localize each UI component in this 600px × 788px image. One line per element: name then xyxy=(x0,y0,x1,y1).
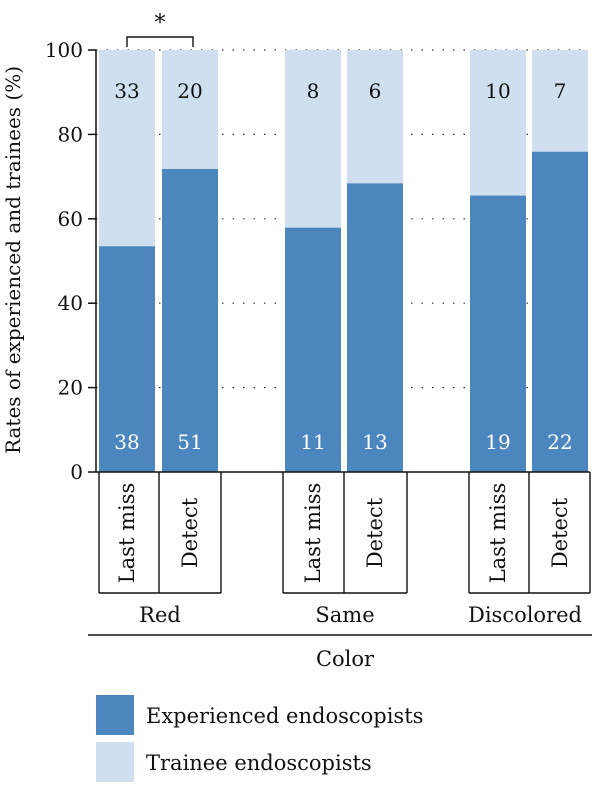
trainee-bar-segment xyxy=(285,50,341,228)
legend-label: Experienced endoscopists xyxy=(146,704,423,728)
legend-swatch xyxy=(96,742,134,782)
y-tick-label: 100 xyxy=(45,38,83,62)
bar-category-label: Last miss xyxy=(301,483,325,584)
experienced-count-label: 22 xyxy=(547,430,572,454)
experienced-count-label: 38 xyxy=(114,430,139,454)
significance-bracket xyxy=(126,36,194,47)
y-tick-label: 60 xyxy=(58,207,83,231)
experienced-bar-segment xyxy=(285,227,341,472)
experienced-bar-segment xyxy=(470,195,526,472)
trainee-bar-segment xyxy=(532,50,588,152)
trainee-count-label: 7 xyxy=(554,79,567,103)
experienced-count-label: 19 xyxy=(485,430,510,454)
x-axis-title: Color xyxy=(316,647,375,671)
y-tick-label: 0 xyxy=(70,460,83,484)
bars-layer xyxy=(99,50,588,473)
experienced-count-label: 11 xyxy=(300,430,325,454)
trainee-bar-segment xyxy=(99,50,155,247)
experienced-count-label: 51 xyxy=(177,430,202,454)
y-tick-label: 20 xyxy=(58,376,83,400)
experienced-bar-segment xyxy=(99,246,155,472)
legend: Experienced endoscopists Trainee endoscop… xyxy=(96,695,423,782)
experienced-count-label: 13 xyxy=(362,430,387,454)
group-label: Discolored xyxy=(468,603,582,627)
legend-swatch xyxy=(96,695,134,735)
trainee-bar-segment xyxy=(470,50,526,196)
y-tick-label: 80 xyxy=(58,122,83,146)
trainee-count-label: 6 xyxy=(369,79,382,103)
bar-category-label: Detect xyxy=(178,497,202,568)
experienced-bar-segment xyxy=(162,169,218,472)
trainee-bar-segment xyxy=(347,50,403,184)
labels-layer: 33 38 Last miss 20 51 Detect 8 11 Last miss 6 13 De… xyxy=(114,79,582,627)
trainee-count-label: 33 xyxy=(114,79,139,103)
group-label: Red xyxy=(139,603,181,627)
bar-category-label: Detect xyxy=(548,497,572,568)
trainee-count-label: 20 xyxy=(177,79,202,103)
y-tick-label: 40 xyxy=(58,291,83,315)
legend-label: Trainee endoscopists xyxy=(146,751,372,775)
experienced-bar-segment xyxy=(347,183,403,473)
y-axis-title: Rates of experienced and trainees (%) xyxy=(1,66,25,454)
group-label: Same xyxy=(315,603,374,627)
trainee-count-label: 10 xyxy=(485,79,510,103)
trainee-bar-segment xyxy=(162,50,218,170)
significance-marker: * xyxy=(155,11,166,36)
bar-category-label: Last miss xyxy=(486,483,510,584)
experienced-bar-segment xyxy=(532,151,588,472)
axis-layer: 0 20 40 60 80 100 xyxy=(45,36,592,636)
bar-category-label: Detect xyxy=(363,497,387,568)
bar-category-label: Last miss xyxy=(115,483,139,584)
trainee-count-label: 8 xyxy=(307,79,320,103)
